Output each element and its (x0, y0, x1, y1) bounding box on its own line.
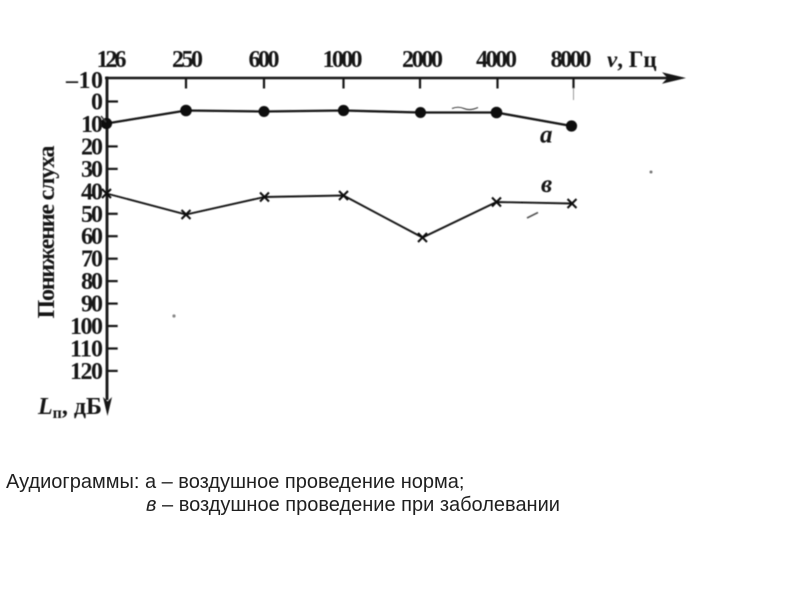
svg-text:2000: 2000 (402, 47, 443, 73)
svg-text:70: 70 (81, 247, 103, 273)
svg-text:30: 30 (81, 157, 103, 183)
svg-text:40: 40 (81, 179, 103, 205)
svg-text:a: a (540, 122, 553, 149)
svg-text:в – воздушное проведение при з: в – воздушное проведение при заболевании (146, 494, 560, 516)
svg-text:20: 20 (81, 134, 103, 160)
svg-text:250: 250 (172, 47, 203, 73)
svg-text:Понижение слуха: Понижение слуха (34, 146, 60, 319)
svg-text:50: 50 (81, 202, 103, 228)
svg-text:600: 600 (249, 47, 280, 73)
svg-text:90: 90 (81, 292, 103, 318)
svg-text:Аудиограммы: а – воздушное про: Аудиограммы: а – воздушное проведение но… (6, 471, 464, 493)
svg-text:–10: –10 (65, 68, 103, 94)
svg-text:в: в (541, 171, 552, 198)
svg-text:Lп, дБ: Lп, дБ (37, 394, 102, 422)
svg-text:ν, Гц: ν, Гц (607, 47, 657, 72)
svg-text:100: 100 (70, 314, 103, 340)
svg-text:110: 110 (70, 337, 103, 363)
svg-text:10: 10 (81, 112, 103, 138)
svg-text:126: 126 (97, 47, 127, 73)
svg-text:60: 60 (81, 224, 103, 250)
svg-text:1000: 1000 (323, 47, 363, 73)
svg-text:120: 120 (70, 359, 103, 385)
svg-text:4000: 4000 (476, 47, 517, 73)
svg-text:8000: 8000 (551, 47, 592, 73)
svg-text:0: 0 (91, 90, 103, 116)
svg-text:80: 80 (81, 269, 103, 295)
